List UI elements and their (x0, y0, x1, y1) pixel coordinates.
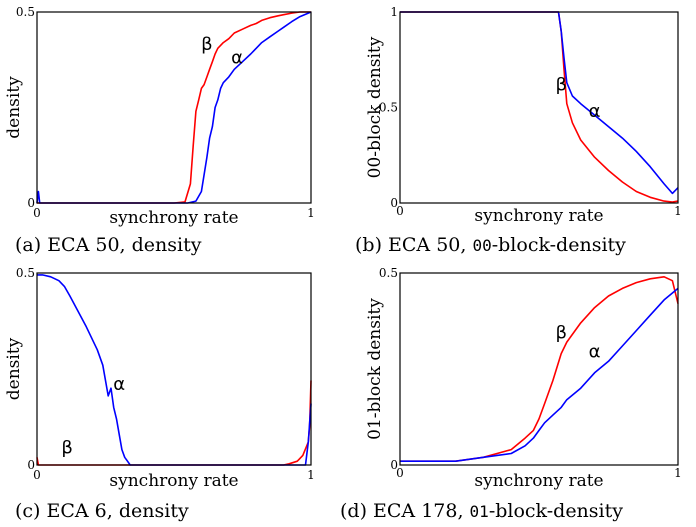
series-line-beta (400, 275, 679, 463)
y-tick-label: 0 (390, 458, 398, 472)
series-label-alpha: α (113, 374, 125, 395)
series-label-beta: β (201, 34, 213, 55)
panel-2: 0 1 0 0.5 1 synchrony rate 00-block density β α (… (355, 5, 682, 256)
y-tick-label: 0.5 (379, 266, 398, 280)
x-axis-label: synchrony rate (109, 471, 238, 491)
x-tick-label: 1 (307, 206, 315, 220)
series-line-beta (37, 11, 311, 204)
x-tick-label: 0 (396, 466, 404, 480)
panel-4: 0 1 0 0.5 synchrony rate 01-block density β α (d… (340, 266, 682, 522)
series-label-alpha: α (231, 48, 243, 69)
y-tick-label: 0.5 (16, 266, 35, 280)
y-axis-label: density (4, 76, 24, 139)
x-axis-label: synchrony rate (474, 471, 603, 491)
series-label-alpha: α (589, 341, 601, 362)
x-tick-label: 0 (396, 204, 404, 218)
plot-frame (36, 11, 312, 204)
plot-frame (36, 272, 312, 466)
y-tick-label: 1 (390, 5, 398, 19)
y-tick-label: 0 (390, 196, 398, 210)
series-line-alpha (400, 287, 679, 463)
y-tick-label: 0 (27, 196, 35, 210)
y-axis-label: 01-block density (365, 298, 385, 440)
x-tick-label: 0 (33, 468, 41, 482)
y-tick-label: 0.5 (379, 101, 398, 115)
series-line-alpha (400, 11, 679, 195)
plot-frame (399, 11, 679, 204)
series-label-beta: β (555, 322, 567, 343)
series-label-beta: β (61, 437, 73, 458)
x-tick-label: 1 (307, 468, 315, 482)
panel-caption: (b) ECA 50, 00-block-density (355, 234, 626, 256)
series-line-beta (36, 380, 312, 466)
x-tick-label: 1 (674, 466, 682, 480)
y-tick-label: 0 (27, 458, 35, 472)
panel-3: 0 1 0 0.5 synchrony rate density β α (c) ECA 6, … (4, 266, 315, 522)
series-label-alpha: α (589, 101, 601, 122)
panel-1: 0 1 0 0.5 synchrony rate density βα (a) ECA 50,… (4, 5, 315, 256)
series-line-alpha (37, 274, 312, 466)
panel-caption: (d) ECA 178, 01-block-density (340, 500, 623, 522)
panel-caption: (a) ECA 50, density (15, 234, 202, 256)
series-line-alpha (36, 11, 312, 204)
x-tick-label: 1 (674, 204, 682, 218)
x-tick-label: 0 (33, 206, 41, 220)
y-axis-label: density (4, 337, 24, 400)
x-axis-label: synchrony rate (109, 208, 238, 228)
plot-frame (399, 272, 679, 466)
y-axis-label: 00-block density (365, 36, 385, 178)
y-tick-label: 0.5 (16, 5, 35, 19)
series-line-beta (400, 11, 679, 203)
x-axis-label: synchrony rate (474, 206, 603, 226)
series-label-beta: β (555, 74, 567, 95)
panel-caption: (c) ECA 6, density (15, 500, 189, 522)
